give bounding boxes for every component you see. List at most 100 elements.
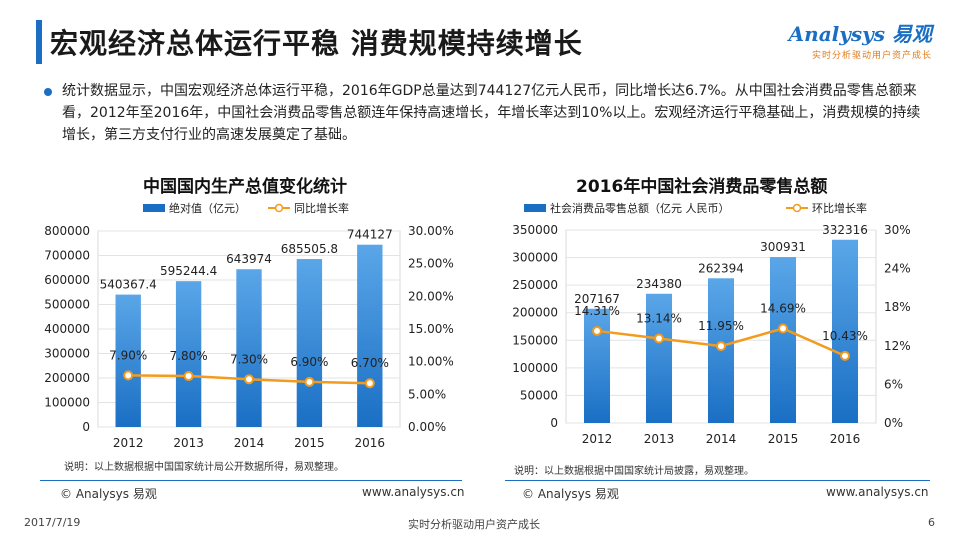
- y2-tick-label: 5.00%: [408, 387, 446, 401]
- line-value-label: 6.70%: [351, 356, 389, 370]
- bar-2013: [645, 293, 673, 423]
- x-tick-label: 2014: [234, 436, 265, 450]
- line-point-2013: [183, 371, 194, 382]
- retail-note: 说明：以上数据根据中国国家统计局披露，易观整理。: [514, 466, 754, 477]
- y2-tick-label: 0%: [884, 416, 903, 430]
- y-tick-label: 300000: [44, 347, 90, 361]
- bar-2015: [769, 257, 797, 423]
- bar-value-label: 207167: [574, 292, 620, 306]
- line-point-2012: [123, 370, 134, 381]
- y-tick-label: 0: [82, 420, 90, 434]
- y2-tick-label: 6%: [884, 377, 903, 391]
- footer-tagline: 实时分析驱动用户资产成长: [408, 518, 540, 531]
- footer-date: 2017/7/19: [24, 516, 81, 529]
- legend-line-marker: [792, 203, 802, 213]
- line-point-2013: [654, 333, 664, 344]
- page-title: 宏观经济总体运行平稳 消费规模持续增长: [50, 27, 583, 60]
- bar-value-label: 300931: [760, 240, 806, 254]
- x-tick-label: 2012: [113, 436, 144, 450]
- y-tick-label: 150000: [512, 333, 558, 347]
- y2-tick-label: 30.00%: [408, 224, 454, 238]
- y-tick-label: 100000: [512, 361, 558, 375]
- bar-value-label: 744127: [347, 228, 393, 242]
- y2-tick-label: 10.00%: [408, 355, 454, 369]
- line-point-2012: [592, 325, 602, 336]
- y2-tick-label: 30%: [884, 223, 911, 237]
- bar-value-label: 332316: [822, 223, 868, 237]
- x-tick-label: 2014: [706, 432, 737, 446]
- y2-tick-label: 20.00%: [408, 289, 454, 303]
- line-value-label: 7.80%: [170, 349, 208, 363]
- gdp-source-url[interactable]: www.analysys.cn: [362, 485, 465, 499]
- line-value-label: 10.43%: [822, 329, 868, 343]
- gdp-footer-divider: [40, 480, 462, 481]
- x-tick-label: 2012: [582, 432, 613, 446]
- logo-tagline: 实时分析驱动用户资产成长: [811, 51, 932, 61]
- retail-source-url[interactable]: www.analysys.cn: [826, 485, 929, 499]
- gdp-note: 说明：以上数据根据中国国家统计局公开数据所得，易观整理。: [64, 462, 344, 473]
- bar-2016: [831, 239, 859, 423]
- bar-2012: [115, 294, 141, 427]
- y-tick-label: 400000: [44, 322, 90, 336]
- x-tick-label: 2016: [830, 432, 861, 446]
- y-tick-label: 500000: [44, 298, 90, 312]
- retail-footer-divider: [505, 480, 930, 481]
- bar-2012: [583, 308, 611, 423]
- bullet-icon: [44, 88, 52, 96]
- x-tick-label: 2013: [173, 436, 204, 450]
- line-point-2016: [840, 350, 850, 361]
- legend-line-label: 环比增长率: [812, 201, 867, 215]
- y2-tick-label: 0.00%: [408, 420, 446, 434]
- bar-2015: [296, 259, 323, 427]
- x-tick-label: 2015: [294, 436, 325, 450]
- y2-tick-label: 18%: [884, 300, 911, 314]
- bar-2013: [175, 281, 202, 427]
- bar-value-label: 234380: [636, 277, 682, 291]
- line-point-2015: [778, 323, 788, 334]
- line-value-label: 14.31%: [574, 304, 620, 318]
- legend-line-marker: [274, 203, 284, 213]
- bar-2014: [236, 269, 262, 427]
- line-value-label: 11.95%: [698, 319, 744, 333]
- gdp-source: © Analysys 易观: [60, 487, 157, 501]
- retail-chart: 0 50000 100000 150000 200000 250000 300000 3500…: [512, 201, 911, 446]
- bar-2016: [357, 244, 383, 427]
- legend-bar-swatch: [524, 204, 546, 212]
- line-point-2016: [364, 378, 375, 389]
- retail-source: © Analysys 易观: [522, 487, 619, 501]
- legend-line-label: 同比增长率: [294, 201, 349, 215]
- y-tick-label: 100000: [44, 396, 90, 410]
- y-tick-label: 700000: [44, 249, 90, 263]
- legend-bar-swatch: [143, 204, 165, 212]
- logo-name: Analysys 易观: [788, 22, 932, 46]
- y-tick-label: 50000: [520, 388, 558, 402]
- title-accent-bar: [36, 20, 42, 64]
- line-point-2014: [716, 341, 726, 352]
- line-value-label: 7.30%: [230, 352, 268, 366]
- x-tick-label: 2016: [355, 436, 386, 450]
- y2-tick-label: 12%: [884, 339, 911, 353]
- line-value-label: 7.90%: [109, 348, 147, 362]
- retail-chart-title: 2016年中国社会消费品零售总额: [576, 177, 828, 197]
- y-tick-label: 200000: [44, 371, 90, 385]
- line-value-label: 6.90%: [290, 355, 328, 369]
- footer-page-number: 6: [928, 516, 935, 529]
- x-tick-label: 2013: [644, 432, 675, 446]
- y2-tick-label: 24%: [884, 262, 911, 276]
- gdp-chart-title: 中国国内生产总值变化统计: [143, 177, 347, 197]
- bar-value-label: 540367.4: [100, 278, 157, 292]
- description-paragraph: 统计数据显示，中国宏观经济总体运行平稳，2016年GDP总量达到744127亿元…: [62, 83, 921, 143]
- y-tick-label: 600000: [44, 273, 90, 287]
- y-tick-label: 800000: [44, 224, 90, 238]
- y2-tick-label: 25.00%: [408, 257, 454, 271]
- bar-value-label: 643974: [226, 252, 272, 266]
- y-tick-label: 350000: [512, 223, 558, 237]
- gdp-chart: 0 100000 200000 300000 400000 500000 600000 700…: [44, 201, 454, 450]
- y-tick-label: 0: [550, 416, 558, 430]
- y-tick-label: 300000: [512, 251, 558, 265]
- x-tick-label: 2015: [768, 432, 799, 446]
- y-tick-label: 200000: [512, 306, 558, 320]
- bar-value-label: 685505.8: [281, 242, 338, 256]
- line-point-2014: [244, 374, 254, 385]
- bar-value-label: 262394: [698, 261, 744, 275]
